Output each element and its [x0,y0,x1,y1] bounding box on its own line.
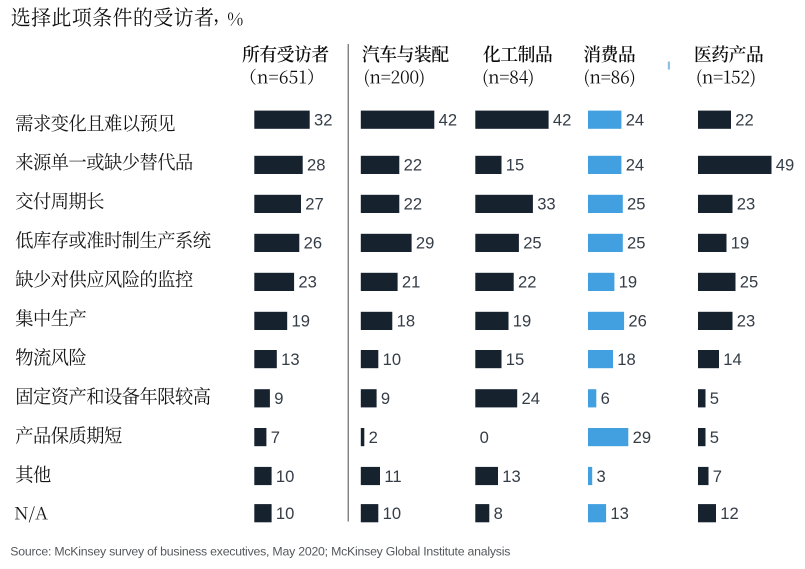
svg-text:0: 0 [480,428,489,447]
svg-text:42: 42 [439,111,457,130]
svg-text:9: 9 [381,389,390,408]
svg-text:24: 24 [522,389,540,408]
svg-text:49: 49 [776,156,794,175]
svg-text:7: 7 [713,467,722,486]
svg-text:13: 13 [281,350,299,369]
svg-text:11: 11 [384,467,401,486]
svg-text:Source: McKinsey survey of bus: Source: McKinsey survey of business exec… [10,545,510,559]
svg-text:26: 26 [628,312,646,331]
svg-text:19: 19 [292,312,310,331]
svg-text:23: 23 [737,312,755,331]
svg-text:22: 22 [404,156,422,175]
svg-text:22: 22 [735,111,753,130]
svg-text:3: 3 [597,467,606,486]
svg-text:8: 8 [494,504,503,523]
svg-text:24: 24 [626,111,644,130]
svg-text:26: 26 [304,234,322,253]
svg-text:12: 12 [720,504,738,523]
svg-text:7: 7 [271,428,280,447]
svg-text:33: 33 [537,195,555,214]
svg-text:19: 19 [731,234,749,253]
svg-text:28: 28 [307,156,325,175]
svg-text:19: 19 [619,273,637,292]
svg-text:23: 23 [298,273,316,292]
svg-text:15: 15 [506,156,524,175]
svg-text:25: 25 [740,273,758,292]
svg-text:13: 13 [502,467,520,486]
svg-text:25: 25 [523,234,541,253]
svg-text:24: 24 [626,156,644,175]
svg-text:22: 22 [404,195,422,214]
svg-text:29: 29 [633,428,651,447]
svg-text:22: 22 [518,273,536,292]
svg-text:25: 25 [627,234,645,253]
svg-text:5: 5 [710,389,719,408]
svg-text:13: 13 [610,504,628,523]
svg-text:9: 9 [274,389,283,408]
svg-text:42: 42 [553,111,571,130]
svg-text:15: 15 [506,350,524,369]
svg-text:29: 29 [416,234,434,253]
svg-text:14: 14 [723,350,741,369]
svg-text:10: 10 [276,467,294,486]
svg-text:18: 18 [617,350,635,369]
svg-text:23: 23 [737,195,755,214]
svg-text:27: 27 [305,195,323,214]
svg-text:10: 10 [276,504,294,523]
svg-text:5: 5 [710,428,719,447]
svg-text:10: 10 [383,350,401,369]
svg-text:6: 6 [601,389,610,408]
svg-text:32: 32 [314,111,332,130]
svg-text:19: 19 [513,312,531,331]
svg-text:2: 2 [369,428,378,447]
svg-text:25: 25 [627,195,645,214]
svg-text:10: 10 [383,504,401,523]
svg-text:21: 21 [402,273,420,292]
svg-text:18: 18 [397,312,415,331]
